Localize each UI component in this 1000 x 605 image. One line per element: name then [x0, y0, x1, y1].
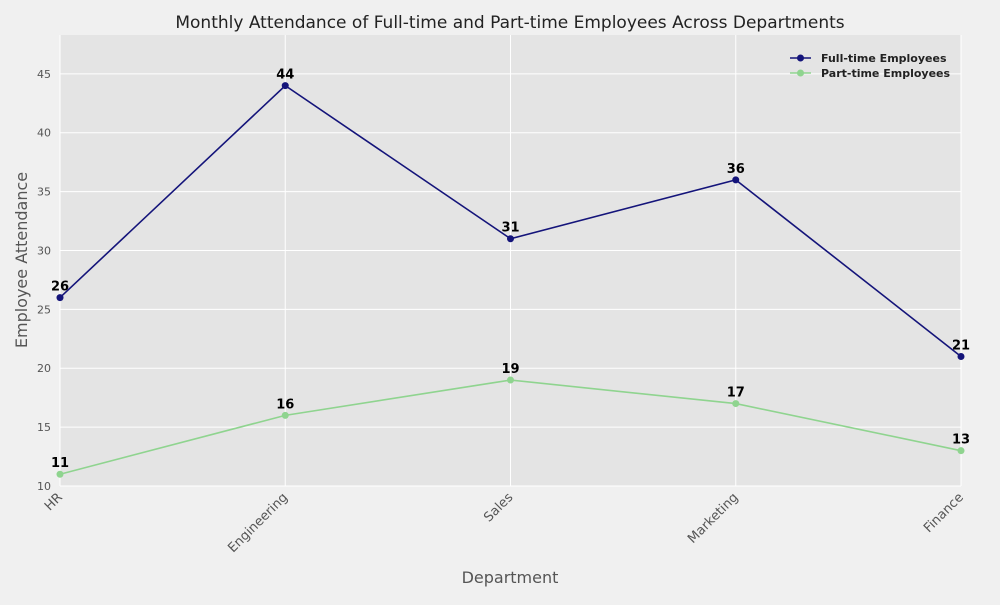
x-tick-label-engineering: Engineering [225, 490, 291, 556]
legend-label-part-time: Part-time Employees [821, 67, 950, 80]
data-label-full-time-employees: 44 [276, 68, 294, 83]
data-point-full-time-employees [957, 352, 965, 360]
y-tick-label: 25 [37, 303, 51, 316]
legend: Full-time Employees Part-time Employees [790, 52, 950, 80]
legend-item-full-time: Full-time Employees [790, 52, 947, 65]
data-point-part-time-employees [56, 470, 64, 478]
data-point-full-time-employees [56, 294, 64, 302]
x-axis-label: Department [462, 568, 559, 587]
y-tick-label: 35 [37, 186, 51, 199]
data-point-full-time-employees [281, 82, 289, 90]
y-tick-label: 45 [37, 68, 51, 81]
legend-item-part-time: Part-time Employees [790, 67, 950, 80]
data-label-part-time-employees: 17 [727, 386, 745, 401]
data-labels: 26 44 31 36 21 11 16 19 17 13 [51, 68, 970, 472]
data-label-full-time-employees: 21 [952, 338, 970, 353]
data-label-full-time-employees: 26 [51, 280, 69, 295]
x-tick-label-marketing: Marketing [685, 490, 741, 546]
data-point-part-time-employees [732, 400, 740, 408]
data-point-part-time-employees [281, 411, 289, 419]
y-tick-label: 15 [37, 421, 51, 434]
data-point-full-time-employees [732, 176, 740, 184]
x-axis-ticks: HR Engineering Sales Marketing Finance [42, 490, 967, 556]
x-tick-label-sales: Sales [481, 490, 516, 525]
legend-label-full-time: Full-time Employees [821, 52, 947, 65]
y-tick-label: 10 [37, 480, 51, 493]
y-axis-ticks: 10 15 20 25 30 35 40 45 [37, 68, 51, 493]
y-tick-label: 40 [37, 127, 51, 140]
x-tick-label-hr: HR [42, 490, 66, 514]
data-label-full-time-employees: 36 [727, 162, 745, 177]
data-point-part-time-employees [957, 447, 965, 455]
data-point-part-time-employees [507, 376, 514, 384]
y-tick-label: 20 [37, 362, 51, 375]
chart-title: Monthly Attendance of Full-time and Part… [175, 13, 844, 33]
data-label-part-time-employees: 13 [952, 433, 970, 448]
series-layer [56, 82, 965, 478]
y-axis-label: Employee Attendance [12, 172, 31, 348]
data-label-part-time-employees: 16 [276, 397, 294, 412]
x-tick-label-finance: Finance [921, 490, 967, 536]
y-tick-label: 30 [37, 244, 51, 257]
grid [59, 35, 962, 487]
data-label-full-time-employees: 31 [501, 221, 519, 236]
data-point-full-time-employees [507, 235, 514, 243]
data-label-part-time-employees: 11 [51, 456, 69, 471]
data-label-part-time-employees: 19 [501, 362, 519, 377]
